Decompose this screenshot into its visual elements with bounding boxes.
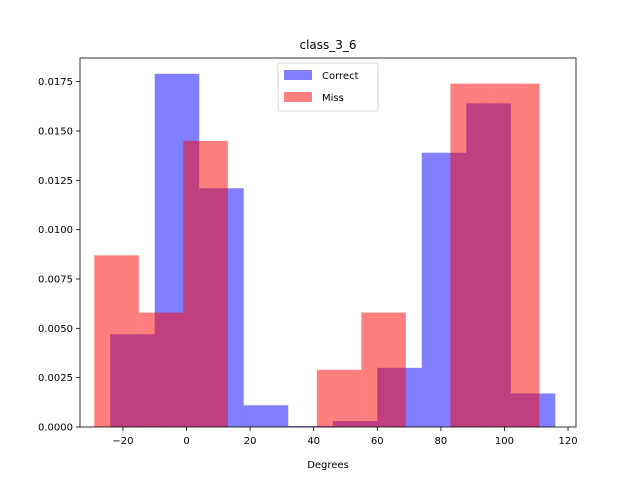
- x-tick-label: −20: [112, 436, 133, 447]
- legend-label-correct: Correct: [322, 71, 359, 82]
- y-tick-label: 0.0050: [38, 324, 73, 335]
- bar-miss-8: [450, 83, 495, 427]
- bar-correct-4: [288, 426, 333, 427]
- bar-miss-6: [361, 312, 406, 427]
- y-tick-label: 0.0075: [38, 275, 73, 286]
- bar-miss-9: [494, 83, 540, 427]
- x-tick-label: 120: [559, 436, 578, 447]
- x-axis-label: Degrees: [307, 460, 349, 471]
- axes-frame: [79, 57, 577, 428]
- y-tick-label: 0.0000: [38, 423, 73, 434]
- y-tick-label: 0.0100: [38, 225, 73, 236]
- x-tick-label: 100: [495, 436, 514, 447]
- bar-miss-2: [183, 140, 228, 427]
- y-tick-label: 0.0175: [38, 77, 73, 88]
- bar-correct-3: [243, 405, 289, 427]
- y-tick-label: 0.0025: [38, 373, 73, 384]
- y-tick-label: 0.0150: [38, 127, 73, 138]
- x-tick-label: 60: [371, 436, 384, 447]
- x-tick-label: 20: [244, 436, 257, 447]
- chart-title: class_3_6: [299, 38, 356, 52]
- legend: Correct Miss: [277, 62, 379, 112]
- bar-miss-1: [138, 312, 184, 427]
- x-tick-label: 0: [183, 436, 189, 447]
- legend-label-miss: Miss: [322, 93, 344, 104]
- x-axis-ticks: −20 0 20 40 60 80 100 120: [112, 427, 578, 447]
- legend-swatch-miss: [284, 92, 312, 102]
- bar-miss-5: [316, 369, 362, 427]
- x-tick-label: 40: [307, 436, 320, 447]
- bars-layer: [94, 73, 556, 428]
- legend-swatch-correct: [284, 70, 312, 80]
- y-tick-label: 0.0125: [38, 176, 73, 187]
- bar-miss-0: [94, 255, 139, 427]
- x-tick-label: 80: [435, 436, 448, 447]
- y-axis-ticks: 0.0000 0.0025 0.0050 0.0075 0.0100 0.0125 0.01…: [38, 77, 80, 434]
